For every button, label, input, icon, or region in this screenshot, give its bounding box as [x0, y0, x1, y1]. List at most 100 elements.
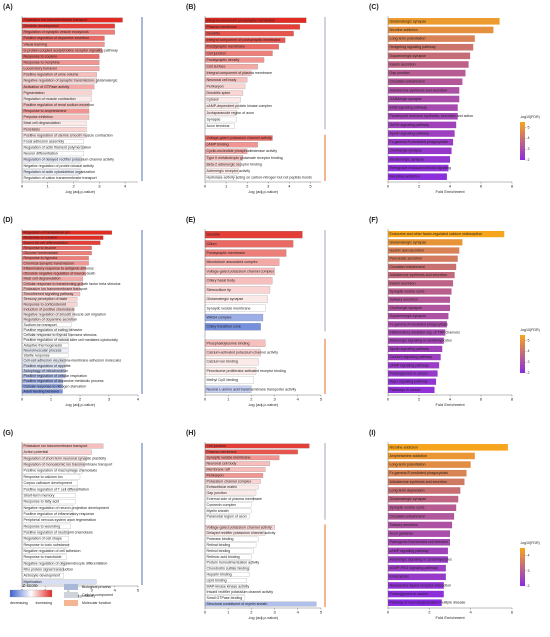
category-label: Adult feeding behavior: [24, 389, 61, 393]
category-label: Glutamatergic synapse: [390, 240, 427, 244]
category-label: Heparin binding: [207, 573, 232, 577]
category-label: Regulation of synaptic vesicle exocytosi…: [24, 30, 89, 34]
bar: [388, 296, 450, 303]
category-label: Fc gamma R-mediated phagocytosis: [390, 322, 449, 326]
bar: [388, 239, 463, 246]
x-axis-label: -log (adj.p-value): [65, 593, 96, 598]
category-label: Long-term depression: [390, 488, 425, 492]
category-label: Calcium ion binding: [207, 360, 238, 364]
bar: [388, 312, 449, 320]
bar: [388, 304, 450, 312]
bar: [388, 147, 452, 155]
category-label: Neuronal cell body: [207, 462, 237, 466]
category-label: cGMP-PKG signaling pathway: [390, 566, 439, 570]
category-label: Neuron differentiation: [24, 152, 58, 156]
category-label: cAMP signaling pathway: [390, 549, 429, 553]
category-label: Ciliary transition zone: [207, 325, 241, 329]
bar: [388, 469, 467, 477]
panel-title: (E): [186, 217, 195, 224]
x-tick-label: 3: [273, 610, 276, 615]
category-label: Hedgehog signaling pathway: [390, 45, 436, 49]
category-label: Retinal binding: [207, 543, 231, 547]
bar: [388, 504, 457, 512]
category-label: Calcium signaling pathway: [390, 355, 433, 359]
bar: [388, 288, 452, 295]
panel-title: (B): [186, 4, 196, 11]
category-label: Pathway of neurodegeneration-multiple di…: [390, 601, 466, 605]
category-label: Salivary secretion: [390, 523, 418, 527]
category-label: Induction of positive chemotaxis: [24, 307, 75, 311]
legend-label: Molecular function: [82, 601, 111, 605]
category-label: GnRH signaling pathway: [390, 123, 430, 127]
category-label: Myelination: [24, 580, 42, 584]
category-label: Voltage-gated potassium channel activity: [207, 525, 272, 529]
bar: [388, 43, 474, 51]
category-label: Response to morphine: [24, 61, 60, 65]
category-label: Neuromuscular process: [24, 348, 62, 352]
category-label: Response to insecticide: [24, 555, 62, 559]
category-label: Voltage-gated potassium channel activity: [207, 136, 272, 140]
bar: [388, 386, 435, 394]
x-tick-label: 0: [21, 184, 24, 189]
bar: [388, 573, 446, 581]
bar: [388, 173, 447, 180]
category-label: Smoothened signaling pathway: [24, 292, 74, 296]
category-stripe: [324, 338, 326, 394]
category-label: Corpus callosum development: [24, 481, 72, 485]
x-tick-label: 5: [320, 397, 323, 402]
colorbar-label: 4: [528, 554, 530, 558]
bar: [388, 138, 454, 146]
colorbar-label: 2: [528, 158, 530, 162]
bar: [388, 530, 450, 537]
category-label: Regulation of muscle contraction: [24, 97, 76, 101]
category-label: Positive regulation of dopamine metaboli…: [24, 379, 104, 383]
category-label: Regulation of monoatomic ion transmembra…: [24, 463, 113, 467]
bar: [388, 370, 438, 377]
category-label: Axon terminus: [207, 124, 230, 128]
category-label: Cellular response to transforming growth…: [24, 282, 121, 286]
category-label: cAMP binding: [207, 143, 229, 147]
category-label: Rho protein signal transduction: [24, 568, 74, 572]
bar: [388, 255, 458, 262]
category-label: Nicotine addiction: [390, 28, 418, 32]
category-label: Potassium channel complex: [207, 479, 252, 483]
category-label: Circadian entrainment: [390, 514, 425, 518]
category-label: Endocrine and other factor-regulated cal…: [390, 232, 483, 236]
category-label: Plasma membrane: [207, 450, 237, 454]
category-label: Proteoglycans in cancer: [390, 592, 429, 596]
x-tick-label: 8: [511, 397, 514, 402]
category-label: Apelin signaling pathway: [390, 347, 430, 351]
x-tick-label: 1: [225, 184, 228, 189]
colorbar-label: 2: [528, 371, 530, 375]
category-label: Adrenergic signaling in cardiomyocytes: [390, 339, 453, 343]
category-label: Gap junction: [390, 71, 410, 75]
category-label: Extracellular matrix: [207, 485, 238, 489]
x-tick-label: 2: [250, 610, 253, 615]
category-label: Retinoic acid binding: [207, 555, 240, 559]
category-label: Response to toxic substance: [24, 543, 70, 547]
colorbar-label: 5: [528, 125, 530, 129]
category-label: Response to wounding: [24, 524, 61, 528]
bar: [388, 112, 458, 120]
category-label: Positive regulation of renal sodium excr…: [24, 103, 95, 107]
category-label: Autophagy of mitochondrion: [24, 369, 69, 373]
category-label: Dopaminergic synapse: [390, 54, 427, 58]
category-label: Cytosol: [207, 98, 219, 102]
category-label: Long-term potentiation: [390, 463, 426, 467]
x-tick-label: 2: [428, 610, 431, 615]
category-label: Beta-2 adrenergic receptor binding: [207, 162, 262, 166]
category-label: Cell surface: [207, 65, 226, 69]
category-label: Positive regulation of appetite: [24, 364, 71, 368]
category-label: WASH complex: [207, 315, 232, 319]
bar: [388, 280, 454, 287]
category-label: Delayed rectifier potassium channel acti…: [207, 531, 276, 535]
category-label: Regulation of intracellular pH: [24, 231, 71, 235]
bar: [388, 95, 460, 103]
colorbar-label: 3: [528, 569, 530, 573]
category-label: Cell junction: [207, 444, 227, 448]
category-label: Fc gamma R-mediated phagocytosis: [390, 471, 449, 475]
category-label: Regulation of dopamine secretion: [24, 318, 78, 322]
category-label: Insulin secretion: [390, 62, 416, 66]
bar: [388, 87, 460, 94]
bar: [388, 353, 441, 361]
